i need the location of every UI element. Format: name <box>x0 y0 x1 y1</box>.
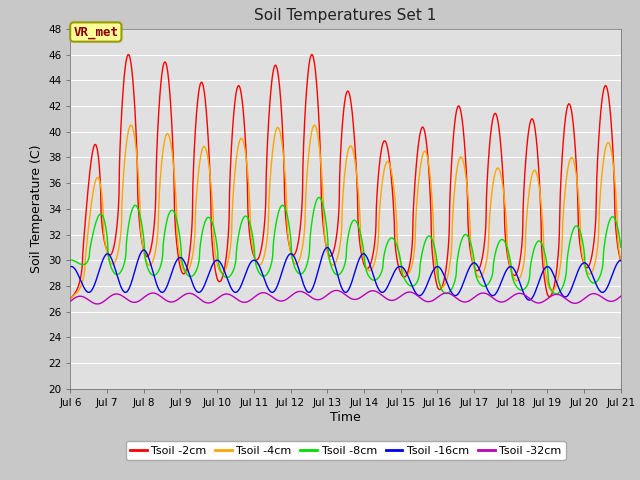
Tsoil -32cm <box>278 298 285 304</box>
Tsoil -8cm <box>617 244 625 250</box>
X-axis label: Time: Time <box>330 410 361 424</box>
Tsoil -4cm <box>301 199 309 205</box>
Tsoil -4cm <box>67 296 74 302</box>
Tsoil -32cm <box>162 298 170 303</box>
Tsoil -2cm <box>606 108 614 113</box>
Tsoil -8cm <box>278 203 285 209</box>
Line: Tsoil -2cm: Tsoil -2cm <box>70 55 621 299</box>
Tsoil -4cm <box>617 257 625 263</box>
Tsoil -2cm <box>547 293 555 299</box>
Tsoil -32cm <box>547 293 555 299</box>
Tsoil -32cm <box>333 288 340 293</box>
Tsoil -8cm <box>607 216 614 222</box>
Title: Soil Temperatures Set 1: Soil Temperatures Set 1 <box>255 9 436 24</box>
Line: Tsoil -8cm: Tsoil -8cm <box>70 197 621 294</box>
Legend: Tsoil -2cm, Tsoil -4cm, Tsoil -8cm, Tsoil -16cm, Tsoil -32cm: Tsoil -2cm, Tsoil -4cm, Tsoil -8cm, Tsoi… <box>125 441 566 460</box>
Tsoil -8cm <box>316 194 323 200</box>
Tsoil -32cm <box>93 301 101 307</box>
Tsoil -2cm <box>129 84 137 89</box>
Text: VR_met: VR_met <box>74 25 118 38</box>
Tsoil -8cm <box>547 286 555 292</box>
Tsoil -4cm <box>547 288 555 293</box>
Tsoil -2cm <box>278 111 285 117</box>
Tsoil -32cm <box>67 299 74 304</box>
Line: Tsoil -32cm: Tsoil -32cm <box>70 290 621 304</box>
Tsoil -16cm <box>323 244 331 250</box>
Tsoil -16cm <box>547 266 555 272</box>
Tsoil -4cm <box>162 132 170 138</box>
Tsoil -16cm <box>67 264 74 270</box>
Tsoil -32cm <box>301 290 309 296</box>
Tsoil -16cm <box>617 257 625 263</box>
Tsoil -16cm <box>129 274 137 280</box>
Tsoil -16cm <box>607 277 614 283</box>
Tsoil -8cm <box>129 204 137 210</box>
Tsoil -8cm <box>301 266 309 272</box>
Tsoil -2cm <box>617 258 625 264</box>
Tsoil -32cm <box>129 300 137 305</box>
Tsoil -8cm <box>67 257 74 263</box>
Line: Tsoil -4cm: Tsoil -4cm <box>70 125 621 299</box>
Tsoil -8cm <box>162 223 170 228</box>
Tsoil -4cm <box>127 122 135 128</box>
Tsoil -2cm <box>301 104 309 109</box>
Line: Tsoil -16cm: Tsoil -16cm <box>70 247 621 300</box>
Tsoil -4cm <box>606 143 614 149</box>
Tsoil -16cm <box>278 271 285 276</box>
Tsoil -2cm <box>125 52 132 58</box>
Tsoil -4cm <box>278 137 285 143</box>
Tsoil -16cm <box>525 297 533 303</box>
Tsoil -4cm <box>129 128 137 133</box>
Tsoil -32cm <box>617 293 625 299</box>
Y-axis label: Soil Temperature (C): Soil Temperature (C) <box>29 144 43 273</box>
Tsoil -8cm <box>552 291 560 297</box>
Tsoil -32cm <box>607 299 614 304</box>
Tsoil -2cm <box>67 296 74 302</box>
Tsoil -16cm <box>301 286 309 291</box>
Tsoil -16cm <box>162 286 170 291</box>
Tsoil -2cm <box>162 60 170 66</box>
